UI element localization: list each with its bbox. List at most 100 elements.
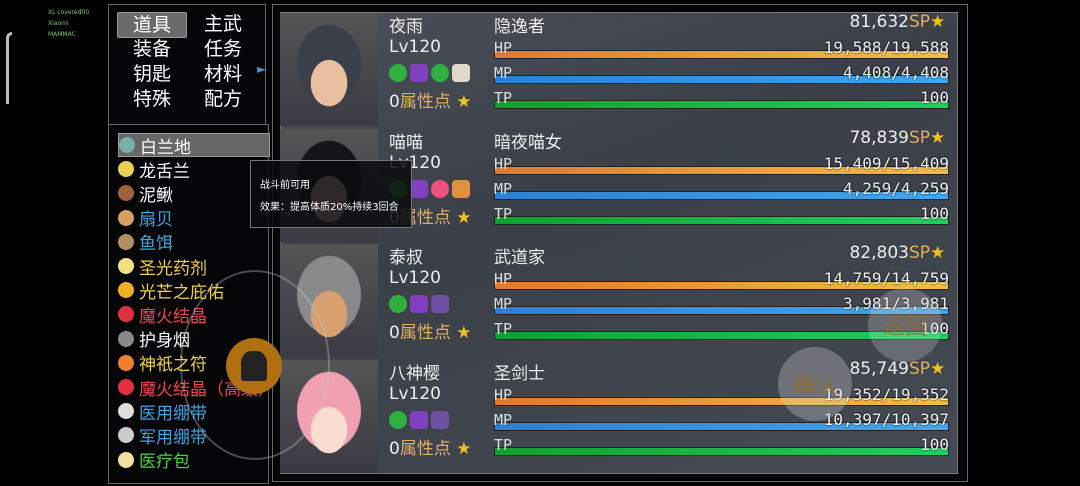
hp-label: HP	[494, 270, 513, 288]
mp-label: MP	[494, 179, 513, 198]
attr-label: 属性点	[399, 92, 451, 112]
star-icon: ★	[450, 92, 472, 112]
potion-icon	[118, 258, 134, 274]
state-icons	[389, 410, 452, 429]
star-icon: ★	[450, 438, 472, 459]
attr-label: 属性点	[399, 438, 451, 459]
actor-level: Lv120	[389, 37, 441, 57]
actor-name: 泰叔	[389, 248, 423, 268]
double-star-icon: ★	[930, 243, 946, 263]
category-tab[interactable]: 钥匙	[132, 63, 171, 85]
tp-gauge-fill	[495, 332, 948, 339]
swirl-icon	[431, 295, 449, 313]
tp-gauge	[494, 446, 949, 456]
cat-silhouette-icon	[241, 351, 267, 381]
actor-class: 武道家	[494, 248, 545, 268]
tp-label: TP	[494, 435, 513, 454]
pink-heart-icon	[431, 179, 449, 198]
double-star-icon: ★	[930, 127, 946, 148]
tooltip-usage: 战斗前可用	[260, 180, 310, 191]
actor-class: 暗夜喵女	[494, 132, 562, 153]
state-icons	[389, 64, 473, 82]
category-tab[interactable]: 装备	[132, 38, 171, 60]
swirl-icon	[431, 410, 449, 429]
attr-value: 0	[389, 438, 400, 459]
sp-value: 81,632	[849, 12, 909, 32]
item-row[interactable]: 鱼饵	[118, 230, 268, 254]
item-tooltip: 战斗前可用 效果：提高体质20%持续3回合	[250, 160, 412, 228]
talisman-icon	[118, 354, 134, 371]
item-name: 护身烟	[139, 331, 190, 351]
hp-label: HP	[494, 154, 513, 173]
category-tab[interactable]: 配方	[203, 88, 242, 110]
item-name: 泥鳅	[139, 185, 173, 206]
actor-sp: 81,632SP	[849, 12, 930, 32]
debug-line: Xiaomi	[48, 20, 69, 27]
green-orb-icon	[389, 295, 407, 313]
mp-gauge	[494, 306, 949, 315]
hp-gauge	[494, 165, 949, 175]
actor-level: Lv120	[389, 268, 441, 288]
item-row[interactable]: 护身烟	[118, 327, 268, 351]
attr-label: 属性点	[399, 323, 451, 343]
hp-gauge	[494, 281, 949, 290]
sp-label: SP	[908, 358, 930, 379]
category-tab[interactable]: 道具	[117, 12, 187, 38]
tp-gauge-fill	[495, 447, 948, 455]
edge-gesture-indicator	[6, 32, 12, 104]
attribute-points: 0属性点 ★	[389, 203, 471, 228]
actor-portrait	[280, 13, 378, 126]
actor-sp: 85,749SP	[849, 359, 930, 379]
item-row[interactable]: 龙舌兰	[118, 157, 268, 181]
category-tab[interactable]: 主武	[203, 13, 242, 35]
double-star-icon: ★	[930, 12, 946, 32]
item-row[interactable]: 泥鳅	[118, 181, 268, 205]
actor-sp: 82,803SP	[849, 243, 930, 263]
tp-gauge-fill	[495, 101, 948, 108]
smoke-icon	[118, 330, 134, 347]
item-row[interactable]: 扇贝	[118, 206, 268, 230]
virtual-joystick-ring[interactable]	[180, 270, 330, 460]
paw-icon	[452, 179, 470, 198]
item-row[interactable]: 圣光药剂	[118, 254, 268, 278]
item-name: 扇贝	[139, 210, 173, 230]
attr-label: 属性点	[399, 207, 451, 228]
tp-value: 100	[920, 434, 949, 454]
purple-hexagram-icon	[410, 295, 428, 313]
item-row[interactable]: 医疗包	[118, 448, 268, 472]
back-button[interactable]: 返回	[868, 288, 942, 362]
hp-gauge-fill	[495, 166, 948, 174]
star-icon: ★	[450, 207, 472, 228]
category-tab[interactable]: 特殊	[132, 88, 171, 110]
actor-class: 隐逸者	[494, 17, 545, 37]
sp-label: SP	[908, 243, 930, 263]
hp-gauge	[494, 396, 949, 406]
bandage-icon	[118, 403, 134, 420]
brandy-bottle-icon	[119, 137, 135, 153]
actor-level: Lv120	[389, 383, 441, 404]
attribute-points: 0属性点 ★	[389, 318, 471, 343]
category-tab[interactable]: 任务	[203, 38, 242, 60]
mp-label: MP	[494, 295, 513, 313]
sp-value: 78,839	[849, 127, 909, 148]
tp-value: 100	[920, 319, 949, 338]
attr-value: 0	[389, 323, 400, 343]
item-row[interactable]: 白兰地	[118, 133, 270, 157]
hp-gauge-fill	[495, 397, 948, 405]
sp-value: 85,749	[849, 358, 909, 379]
mp-label: MP	[494, 410, 513, 429]
attribute-points: 0属性点 ★	[389, 87, 471, 112]
debug-line: XL covered00	[48, 9, 90, 16]
red-orb-icon	[118, 379, 134, 395]
item-row[interactable]: 军用绷带	[118, 423, 268, 447]
category-tab[interactable]: 材料	[203, 63, 242, 85]
tp-gauge	[494, 100, 949, 109]
bait-icon	[118, 233, 134, 250]
joystick-knob[interactable]	[226, 338, 282, 394]
green-orb-icon	[389, 410, 407, 429]
sp-value: 82,803	[849, 243, 909, 263]
hp-label: HP	[494, 39, 513, 57]
confirm-button[interactable]: 确认	[778, 347, 852, 421]
item-name: 医疗包	[139, 452, 190, 472]
mp-gauge-fill	[495, 76, 948, 83]
